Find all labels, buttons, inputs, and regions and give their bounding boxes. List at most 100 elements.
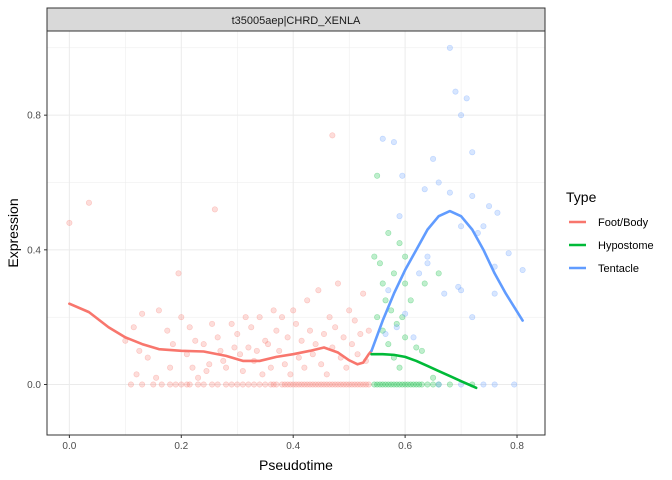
data-point [259,371,266,378]
data-point [418,347,425,354]
data-point [463,95,470,102]
data-point [153,374,160,381]
data-point [223,364,230,371]
panel-border [46,30,546,436]
data-point [315,381,322,388]
data-point [357,330,364,337]
data-point [402,381,409,388]
data-point [402,310,409,317]
data-point [371,253,378,260]
data-point [421,186,428,193]
data-point [486,203,493,210]
data-point [186,381,193,388]
data-point [155,307,162,314]
data-point [292,381,299,388]
data-point [262,381,269,388]
data-point [267,381,274,388]
legend: Type Foot/Body Hypostome Tentacle [566,189,654,275]
data-point [399,172,406,179]
data-point [150,381,157,388]
data-point [200,341,207,348]
data-point [340,334,347,341]
data-point [127,381,134,388]
plot-area [46,30,546,436]
data-point [306,327,313,334]
data-point [287,371,294,378]
data-point [413,381,420,388]
data-point [407,381,414,388]
data-point [298,337,305,344]
data-point [446,44,453,51]
data-point [206,361,213,368]
trend-line [68,302,373,366]
data-point [323,381,330,388]
data-point [320,330,327,337]
data-point [388,381,395,388]
data-point [270,381,277,388]
data-point [220,357,227,364]
data-point [284,381,291,388]
data-point [239,368,246,375]
data-point [195,381,202,388]
data-point [404,381,411,388]
data-point [379,280,386,287]
data-point [382,381,389,388]
data-point [396,213,403,220]
data-point [469,149,476,156]
data-point [169,341,176,348]
x-tick-label: 0.2 [174,441,188,452]
x-tick-label: 0.4 [286,441,300,452]
data-point [178,314,185,321]
data-point [248,324,255,331]
data-point [320,381,327,388]
data-point [385,381,392,388]
data-point [491,381,498,388]
data-point [354,351,361,358]
data-point [365,327,372,334]
data-point [337,381,344,388]
data-point [388,307,395,314]
data-point [393,320,400,327]
data-point [292,320,299,327]
data-point [421,280,428,287]
data-point [343,381,350,388]
data-point [245,344,252,351]
data-point [469,314,476,321]
data-point [458,287,465,294]
data-point [287,381,294,388]
data-point [237,351,244,358]
data-point [276,347,283,354]
data-point [189,364,196,371]
data-point [480,381,487,388]
data-point [211,206,218,213]
grid [47,31,545,435]
data-point [290,307,297,314]
data-point [424,260,431,267]
data-point [217,347,224,354]
data-point [430,374,437,381]
data-point [281,361,288,368]
data-point [390,381,397,388]
data-point [267,364,274,371]
data-point [326,314,333,321]
data-point [446,189,453,196]
data-point [209,320,216,327]
data-point [396,240,403,247]
data-point [346,307,353,314]
data-point [273,381,280,388]
data-point [390,139,397,146]
data-point [334,280,341,287]
legend-label: Tentacle [598,263,639,275]
data-point [167,364,174,371]
y-axis: 0.0 0.4 0.8 [27,111,47,391]
data-point [511,381,518,388]
data-point [351,317,358,324]
data-point [273,327,280,334]
data-point [435,381,442,388]
data-point [365,381,372,388]
data-point [458,223,465,230]
data-point [214,381,221,388]
data-point [279,381,286,388]
x-tick-label: 0.0 [62,441,76,452]
data-point [223,381,230,388]
